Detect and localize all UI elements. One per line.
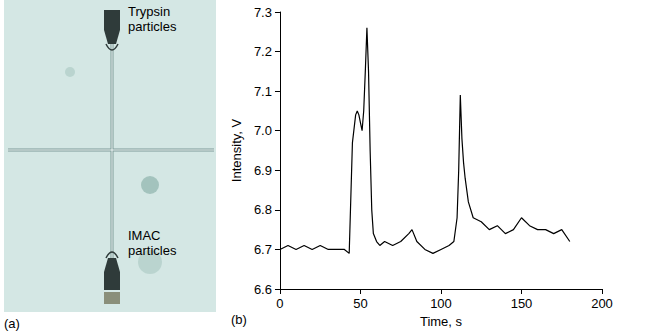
svg-text:7.1: 7.1 <box>254 84 272 99</box>
svg-text:6.8: 6.8 <box>254 202 272 217</box>
svg-text:6.6: 6.6 <box>254 282 272 297</box>
svg-text:Time, s: Time, s <box>420 314 463 329</box>
svg-text:150: 150 <box>511 296 533 311</box>
svg-text:0: 0 <box>276 296 283 311</box>
svg-text:50: 50 <box>353 296 367 311</box>
svg-text:200: 200 <box>591 296 613 311</box>
svg-text:(a): (a) <box>4 316 20 331</box>
svg-text:IMACparticles: IMACparticles <box>128 228 177 258</box>
svg-text:(b): (b) <box>231 312 247 327</box>
svg-text:Intensity, V: Intensity, V <box>229 118 244 182</box>
svg-text:100: 100 <box>430 296 452 311</box>
svg-text:Trypsinparticles: Trypsinparticles <box>128 4 177 34</box>
svg-text:7.2: 7.2 <box>254 44 272 59</box>
svg-text:7.0: 7.0 <box>254 123 272 138</box>
svg-text:6.7: 6.7 <box>254 242 272 257</box>
svg-text:6.9: 6.9 <box>254 163 272 178</box>
svg-text:7.3: 7.3 <box>254 5 272 20</box>
